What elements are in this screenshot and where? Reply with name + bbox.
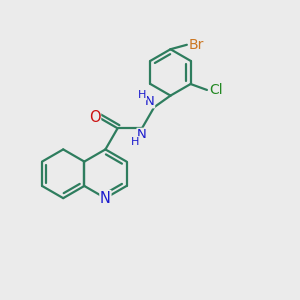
Text: N: N (137, 128, 147, 141)
Text: N: N (100, 191, 111, 206)
Text: Br: Br (189, 38, 204, 52)
Text: H: H (138, 90, 146, 100)
Text: H: H (131, 137, 140, 147)
Text: N: N (145, 95, 154, 108)
Text: Cl: Cl (210, 83, 223, 97)
Text: O: O (89, 110, 100, 125)
